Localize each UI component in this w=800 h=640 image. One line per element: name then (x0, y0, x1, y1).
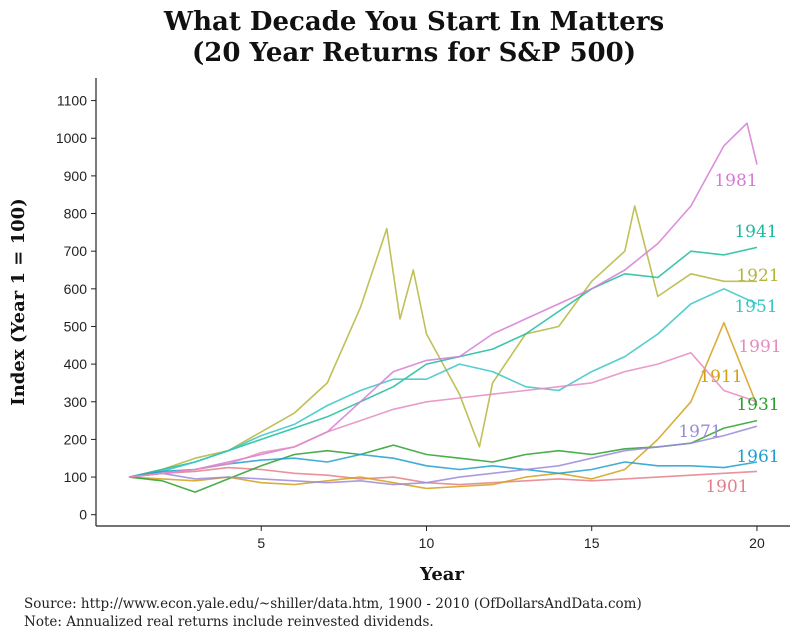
series-line-1921 (128, 205, 757, 478)
note: Note: Annualized real returns include re… (24, 614, 434, 630)
source-note: Source: http://www.econ.yale.edu/~shille… (24, 596, 642, 612)
series-label-1931: 1931 (736, 395, 779, 415)
series-label-1981: 1981 (714, 171, 757, 191)
series-line-1981 (128, 122, 758, 478)
series-line-1961 (128, 453, 758, 478)
x-tick-label: 15 (584, 535, 600, 551)
series-label-1941: 1941 (734, 222, 777, 242)
y-tick-label: 0 (79, 507, 87, 523)
series-label-1961: 1961 (736, 447, 779, 467)
y-axis-title: Index (Year 1 = 100) (8, 198, 29, 405)
y-tick-label: 700 (64, 243, 88, 259)
series-line-1971 (128, 425, 758, 486)
series-line-1901 (128, 466, 758, 486)
series-line-1951 (128, 288, 758, 478)
y-tick-label: 600 (64, 281, 88, 297)
y-tick-label: 300 (64, 394, 88, 410)
series-label-1901: 1901 (705, 477, 748, 497)
series-label-1991: 1991 (738, 337, 781, 357)
y-tick-label: 800 (64, 206, 88, 222)
chart-title-line2: (20 Year Returns for S&P 500) (192, 38, 636, 68)
series-label-1951: 1951 (734, 297, 777, 317)
y-tick-label: 200 (64, 431, 88, 447)
series-line-1991 (128, 352, 758, 478)
x-tick-label: 5 (257, 535, 265, 551)
series-label-1971: 1971 (678, 422, 721, 442)
y-tick-label: 500 (64, 318, 88, 334)
y-tick-label: 400 (64, 356, 88, 372)
y-tick-label: 1000 (56, 130, 87, 146)
y-tick-label: 1100 (57, 93, 87, 109)
chart-title-line1: What Decade You Start In Matters (163, 7, 664, 37)
series-line-1931 (128, 419, 758, 493)
x-tick-label: 10 (419, 535, 435, 551)
y-tick-label: 100 (64, 469, 88, 485)
plot-area: 0 100 200 300 400 500 600 700 800 900 1000 1100 5 10 1… (56, 93, 782, 551)
series-label-1911: 1911 (699, 367, 742, 387)
x-axis-title: Year (419, 564, 464, 585)
x-tick-label: 20 (749, 535, 765, 551)
series-label-1921: 1921 (736, 266, 779, 286)
y-tick-label: 900 (64, 168, 88, 184)
